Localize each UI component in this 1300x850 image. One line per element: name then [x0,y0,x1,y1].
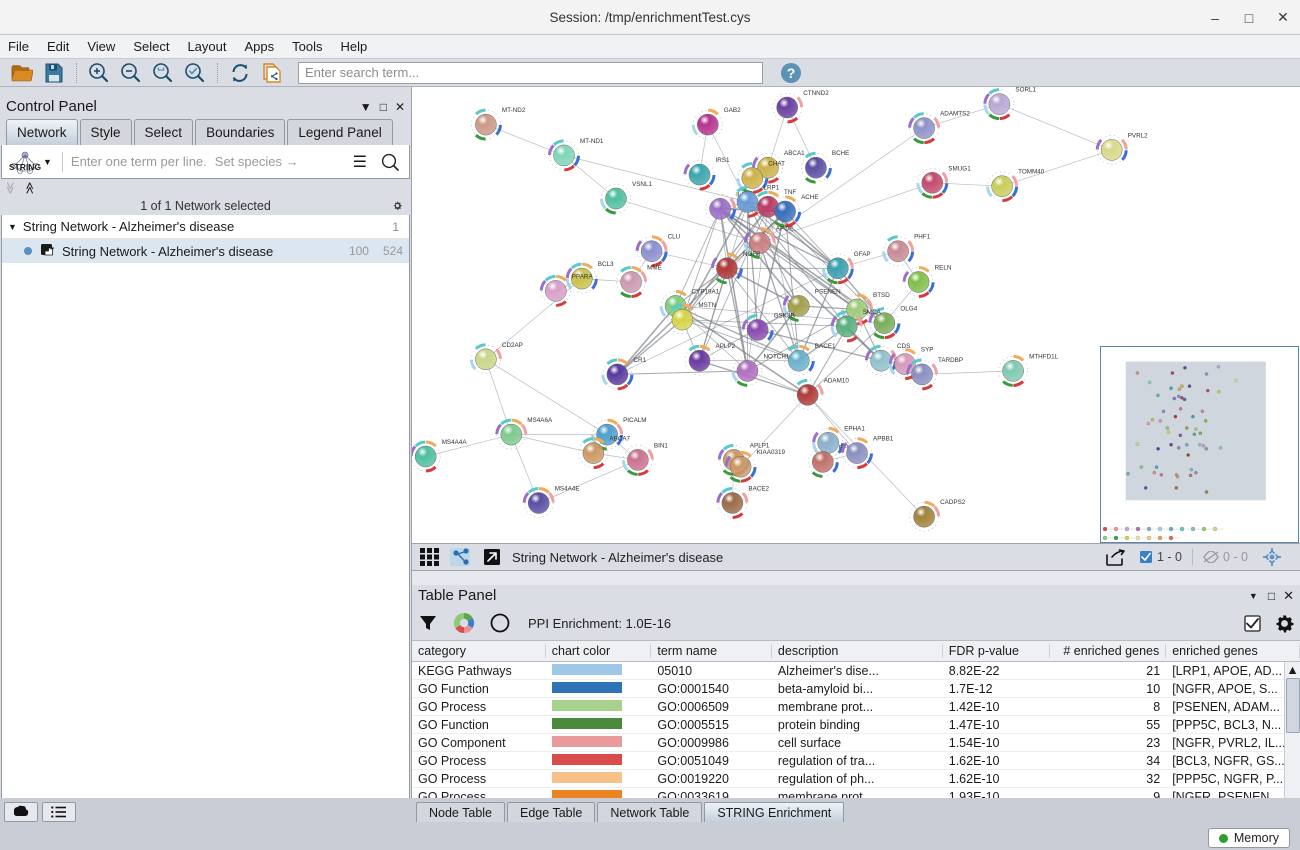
svg-text:BACE2: BACE2 [748,486,769,493]
svg-text:MS4A4E: MS4A4E [555,486,580,493]
svg-text:TARDBP: TARDBP [938,357,963,364]
svg-text:CTNND2: CTNND2 [803,90,829,97]
svg-text:ABCA1: ABCA1 [784,150,805,157]
svg-text:MTHFD1L: MTHFD1L [1029,353,1059,360]
svg-text:ADAMTS2: ADAMTS2 [940,111,970,118]
svg-text:APOE: APOE [776,226,794,233]
svg-text:MT-ND1: MT-ND1 [580,138,604,145]
svg-text:SORL1: SORL1 [1015,87,1036,94]
svg-text:PVRL2: PVRL2 [1128,132,1148,139]
svg-text:PICALM: PICALM [623,417,646,424]
svg-text:IRS1: IRS1 [716,157,730,164]
svg-text:PPARA: PPARA [572,273,594,280]
svg-text:MME: MME [647,265,662,272]
svg-text:CR1: CR1 [633,357,646,364]
svg-text:PSENEN: PSENEN [815,288,841,295]
svg-text:APBB1: APBB1 [873,436,894,443]
svg-text:BACE1: BACE1 [815,343,836,350]
svg-text:APLP2: APLP2 [716,343,736,350]
svg-text:SMUG1: SMUG1 [948,165,971,172]
svg-text:KIAA0319: KIAA0319 [757,449,786,456]
svg-text:STRING: STRING [9,162,42,172]
svg-text:NGFR: NGFR [743,251,761,258]
svg-text:TOMM40: TOMM40 [1018,169,1045,176]
svg-text:CHAT: CHAT [768,161,785,168]
svg-text:CD2AP: CD2AP [502,342,523,349]
svg-text:BIN1: BIN1 [654,442,668,449]
svg-text:SYP: SYP [921,347,934,354]
svg-text:NOTCH1: NOTCH1 [764,353,790,360]
svg-text:MS4A6A: MS4A6A [527,417,553,424]
svg-text:ABCA7: ABCA7 [609,436,630,443]
svg-text:BTSD: BTSD [873,292,890,299]
svg-text:LRP1: LRP1 [764,184,780,191]
svg-text:VSNL1: VSNL1 [632,181,652,188]
svg-text:CADPS2: CADPS2 [940,499,966,506]
svg-text:BCHE: BCHE [832,150,850,157]
svg-text:GSK3B: GSK3B [774,312,795,319]
svg-text:GFAP: GFAP [854,251,871,258]
svg-text:MT-ND2: MT-ND2 [502,107,526,114]
svg-text:BCL3: BCL3 [598,261,614,268]
svg-text:TNF: TNF [784,189,796,196]
svg-text:MSTN: MSTN [698,302,716,309]
svg-text:MS4A4A: MS4A4A [442,439,468,446]
svg-text:SMCA: SMCA [863,309,882,316]
svg-text:EPHA1: EPHA1 [844,425,865,432]
svg-text:PHF1: PHF1 [914,234,931,241]
svg-text:?: ? [787,65,796,81]
svg-text:CYP19A1: CYP19A1 [692,288,720,295]
svg-text:RELN: RELN [935,265,952,272]
svg-text:GAB2: GAB2 [724,107,741,114]
svg-text:ACHE: ACHE [801,194,819,201]
svg-text:CLU: CLU [668,234,681,241]
svg-text:OLG4: OLG4 [900,306,917,313]
svg-text:ADAM10: ADAM10 [824,377,850,384]
